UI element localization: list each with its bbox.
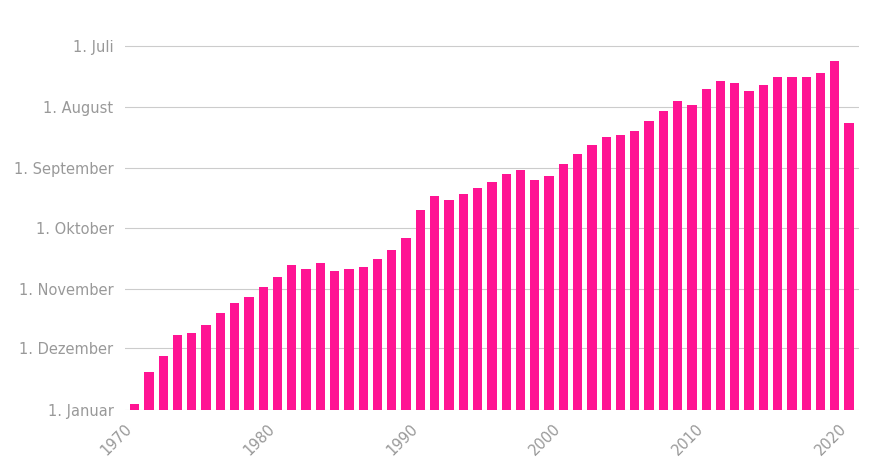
Bar [588, 144, 596, 410]
Bar [844, 123, 854, 410]
Bar [644, 121, 654, 410]
Bar [416, 210, 425, 410]
Bar [573, 154, 582, 410]
Bar [516, 170, 525, 410]
Bar [130, 404, 140, 410]
Bar [630, 131, 639, 410]
Bar [458, 194, 468, 410]
Bar [402, 237, 411, 410]
Bar [830, 61, 840, 410]
Bar [244, 297, 253, 410]
Bar [344, 270, 354, 410]
Bar [330, 271, 340, 410]
Bar [745, 91, 753, 410]
Bar [673, 101, 683, 410]
Bar [316, 263, 325, 410]
Bar [202, 325, 210, 410]
Bar [601, 137, 611, 410]
Bar [615, 135, 625, 410]
Bar [659, 111, 668, 410]
Bar [473, 188, 482, 410]
Bar [801, 77, 811, 410]
Bar [530, 180, 540, 410]
Bar [173, 335, 182, 410]
Bar [759, 85, 768, 410]
Bar [287, 265, 297, 410]
Bar [816, 73, 825, 410]
Bar [144, 372, 154, 410]
Bar [159, 356, 168, 410]
Bar [730, 83, 739, 410]
Bar [444, 200, 454, 410]
Bar [545, 176, 553, 410]
Bar [388, 250, 396, 410]
Bar [773, 77, 782, 410]
Bar [716, 81, 725, 410]
Bar [359, 267, 368, 410]
Bar [273, 277, 282, 410]
Bar [787, 77, 796, 410]
Bar [687, 105, 697, 410]
Bar [258, 287, 268, 410]
Bar [373, 260, 382, 410]
Bar [216, 313, 225, 410]
Bar [430, 196, 439, 410]
Bar [301, 270, 311, 410]
Bar [559, 164, 568, 410]
Bar [487, 182, 497, 410]
Bar [187, 333, 196, 410]
Bar [501, 174, 511, 410]
Bar [230, 303, 239, 410]
Bar [702, 89, 711, 410]
